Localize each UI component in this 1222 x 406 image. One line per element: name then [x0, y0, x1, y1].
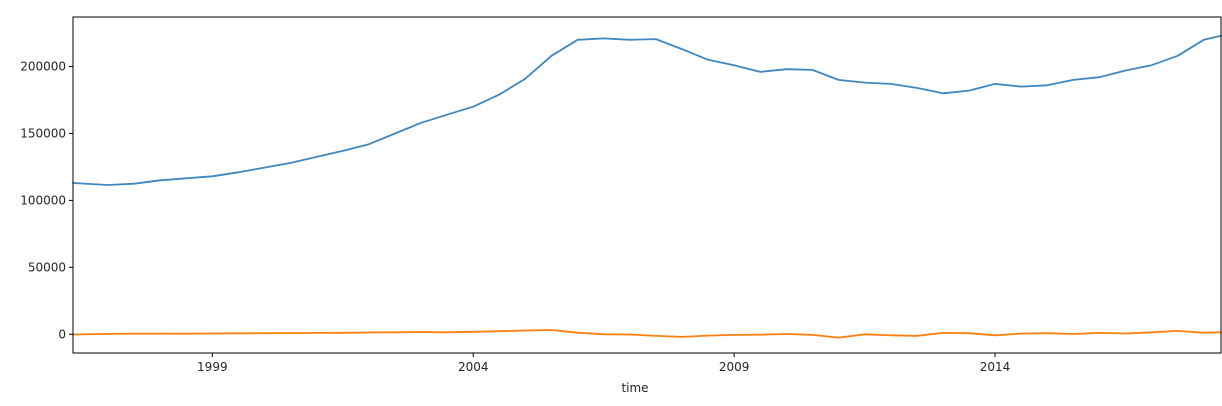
y-tick-label: 200000: [20, 60, 66, 74]
y-tick-label: 150000: [20, 126, 66, 140]
y-tick-label: 0: [58, 327, 66, 341]
y-tick-label: 50000: [28, 260, 66, 274]
x-tick-label: 2014: [980, 360, 1011, 374]
axes-layer: 0 50000 100000 150000 200000 1999 2004 2009 2014: [20, 60, 1010, 374]
plot-frame: [72, 16, 1222, 354]
x-tick-label: 2004: [458, 360, 489, 374]
series-line-0: [72, 34, 1222, 186]
series-line-1: [72, 329, 1222, 339]
x-tick-label: 1999: [197, 360, 228, 374]
x-axis-label: time: [621, 381, 648, 395]
x-tick-label: 2009: [719, 360, 750, 374]
y-tick-label: 100000: [20, 193, 66, 207]
series-layer: [72, 34, 1222, 339]
